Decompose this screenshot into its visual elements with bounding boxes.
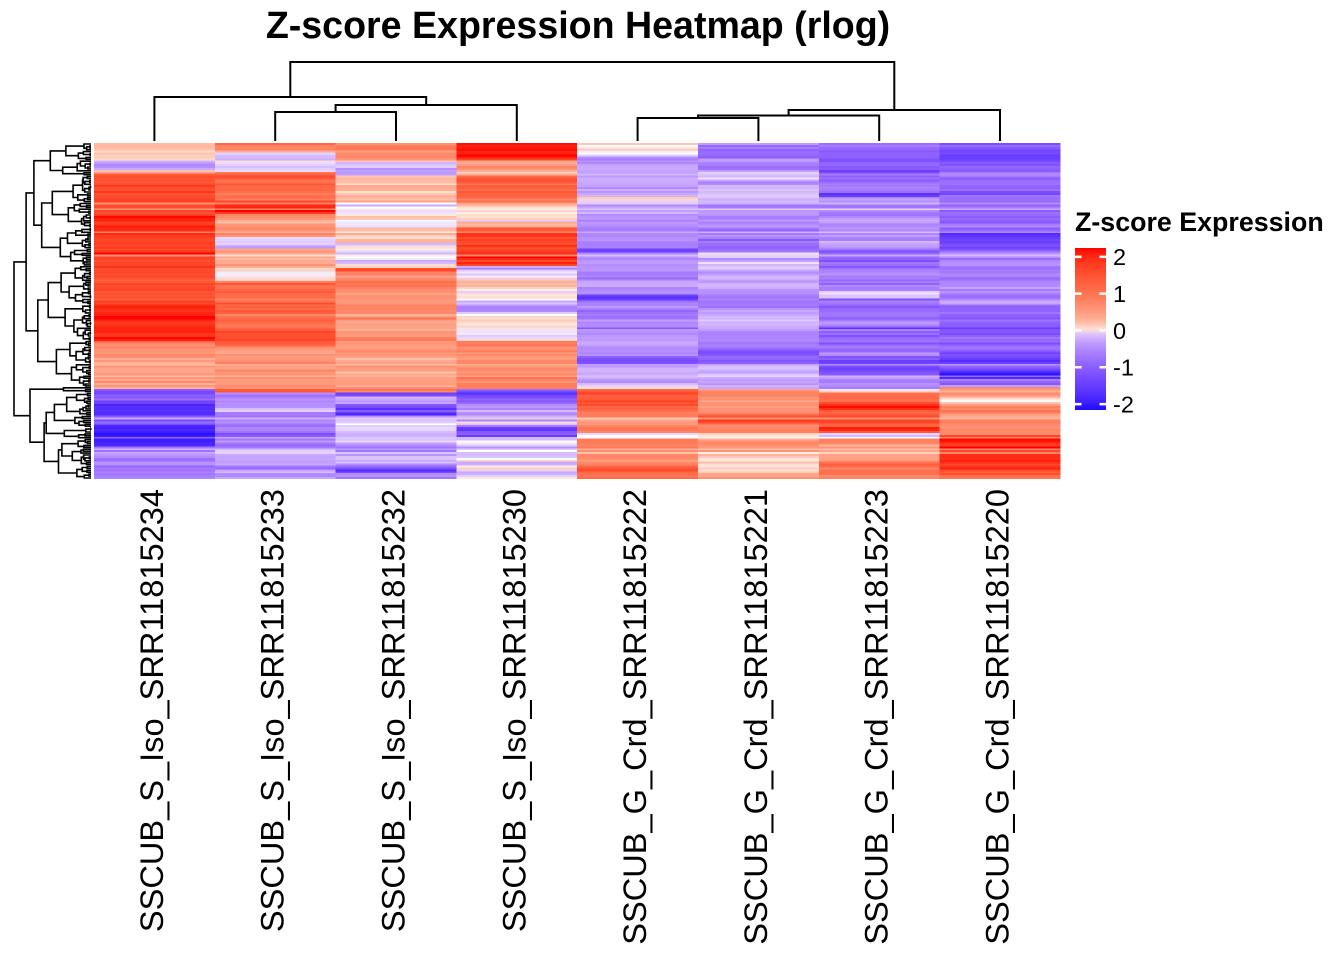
- svg-text:Z-score Expression Heatmap (rl: Z-score Expression Heatmap (rlog): [266, 4, 890, 46]
- svg-text:SSCUB_G_Crd_SRR11815223: SSCUB_G_Crd_SRR11815223: [858, 489, 895, 945]
- svg-text:1: 1: [1113, 281, 1126, 307]
- svg-text:SSCUB_S_Iso_SRR11815234: SSCUB_S_Iso_SRR11815234: [133, 489, 170, 932]
- svg-text:SSCUB_S_Iso_SRR11815230: SSCUB_S_Iso_SRR11815230: [495, 489, 532, 932]
- svg-text:-1: -1: [1113, 355, 1134, 381]
- svg-text:-2: -2: [1113, 391, 1134, 417]
- svg-text:0: 0: [1113, 318, 1126, 344]
- svg-text:SSCUB_G_Crd_SRR11815220: SSCUB_G_Crd_SRR11815220: [979, 489, 1016, 945]
- svg-text:2: 2: [1113, 244, 1126, 270]
- svg-text:SSCUB_G_Crd_SRR11815222: SSCUB_G_Crd_SRR11815222: [616, 489, 653, 945]
- svg-text:SSCUB_S_Iso_SRR11815232: SSCUB_S_Iso_SRR11815232: [375, 489, 412, 932]
- svg-text:Z-score Expression: Z-score Expression: [1075, 207, 1324, 237]
- svg-text:SSCUB_G_Crd_SRR11815221: SSCUB_G_Crd_SRR11815221: [737, 489, 774, 945]
- svg-text:SSCUB_S_Iso_SRR11815233: SSCUB_S_Iso_SRR11815233: [254, 489, 291, 932]
